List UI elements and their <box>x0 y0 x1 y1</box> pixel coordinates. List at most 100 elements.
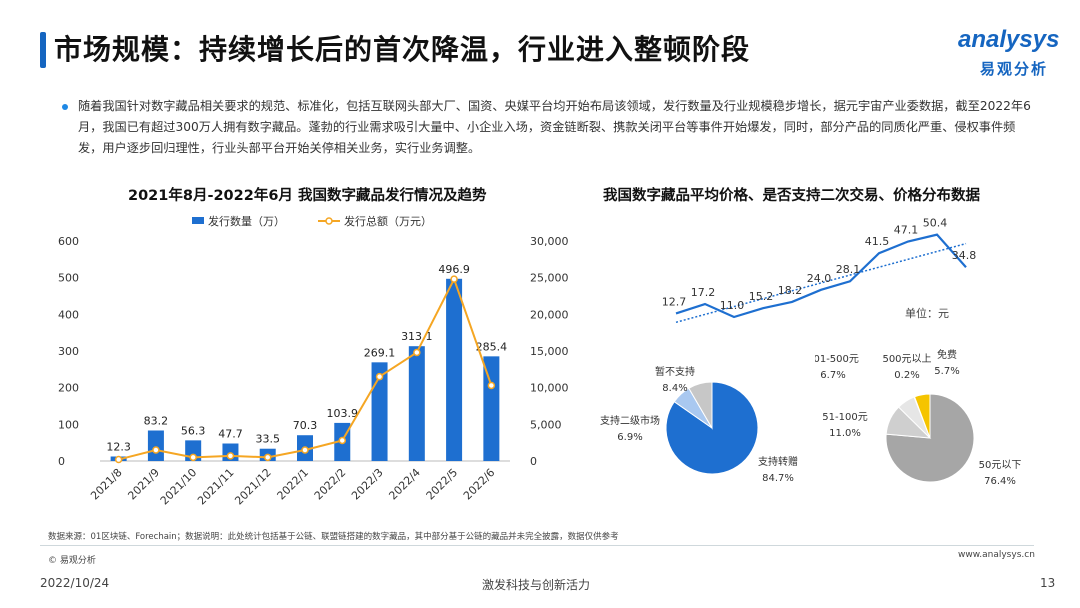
x-tick-label: 2021/11 <box>195 466 237 508</box>
legend-swatch-bars <box>192 217 204 224</box>
pie-slice-percent: 84.7% <box>762 473 794 484</box>
x-tick-label: 2022/6 <box>461 466 498 503</box>
price-data-label: 41.5 <box>865 235 890 248</box>
bar <box>371 362 388 461</box>
y-right-tick-label: 25,000 <box>530 272 569 285</box>
price-data-label: 18.2 <box>778 284 803 297</box>
y-right-tick-label: 10,000 <box>530 382 569 395</box>
logo-wordmark: analysys <box>958 26 1060 53</box>
bar-data-label: 103.9 <box>327 407 359 420</box>
pie-slice-percent: 0.2% <box>894 370 919 381</box>
title-accent-bar <box>40 32 46 68</box>
bar-data-label: 285.4 <box>476 340 508 353</box>
x-tick-label: 2021/9 <box>125 466 162 503</box>
chart-legend: 发行数量（万） 发行总额（万元） <box>192 214 432 228</box>
x-tick-label: 2022/2 <box>312 466 349 503</box>
secondary-trade-pie-chart: 支持转赠 84.7% 支持二级市场 6.9% 暂不支持 8.4% <box>600 365 798 484</box>
bar-data-label: 47.7 <box>218 428 243 441</box>
y-left-tick-label: 300 <box>58 345 79 358</box>
line-point <box>450 275 458 283</box>
line-point <box>152 446 160 454</box>
pie-slice-label: 500元以上 <box>882 353 931 365</box>
y-left-tick-label: 100 <box>58 418 79 431</box>
price-data-label: 15.2 <box>749 290 774 303</box>
copyright: © 易观分析 <box>48 556 96 566</box>
bar-data-label: 496.9 <box>438 263 470 276</box>
line-point <box>263 453 272 462</box>
pie-slice-percent: 6.9% <box>617 432 642 443</box>
page-title: 市场规模：持续增长后的首次降温，行业进入整顿阶段 <box>54 33 751 66</box>
line-point <box>226 452 235 460</box>
price-data-label: 34.8 <box>952 249 977 262</box>
line-point <box>413 348 421 357</box>
pie-slice-label: 支持二级市场 <box>600 414 660 427</box>
y-right-tick-label: 30,000 <box>530 235 569 248</box>
line-point <box>114 455 123 464</box>
price-distribution-pie-chart: 50元以下 76.4% 51-100元 11.0% 101-500元 6.7% 500元以上… <box>815 348 1021 487</box>
bar-data-label: 33.5 <box>255 433 280 446</box>
price-data-label: 17.2 <box>691 286 716 299</box>
bar-data-label: 83.2 <box>144 414 169 427</box>
issuance-combo-chart: 发行数量（万） 发行总额（万元） 0 100 200 300 400 500 600 0 5,000… <box>58 214 569 508</box>
page-number: 13 <box>1040 576 1056 590</box>
y-left-tick-label: 600 <box>58 235 79 248</box>
x-tick-label: 2022/5 <box>424 466 461 503</box>
price-data-label: 28.1 <box>836 263 861 276</box>
pie-slice-label: 暂不支持 <box>655 365 695 378</box>
data-source-note: 数据来源：01区块链、Forechain；数据说明：此处统计包括基于公链、联盟链… <box>48 532 619 542</box>
line-point <box>487 381 496 390</box>
bar <box>147 430 164 461</box>
pie-slice-percent: 11.0% <box>829 428 861 439</box>
right-chart-title: 我国数字藏品平均价格、是否支持二次交易、价格分布数据 <box>603 188 980 204</box>
price-data-label: 47.1 <box>894 224 919 237</box>
price-unit-label: 单位：元 <box>905 307 949 320</box>
y-left-tick-label: 0 <box>58 455 65 468</box>
bar <box>408 346 425 461</box>
logo-chinese: 易观分析 <box>980 60 1049 78</box>
y-right-tick-label: 5,000 <box>530 418 562 431</box>
price-data-label: 50.4 <box>923 217 948 230</box>
pie-slice-label: 51-100元 <box>822 412 867 423</box>
bar-data-label: 70.3 <box>293 419 318 432</box>
line-point <box>189 453 197 462</box>
legend-label-bars: 发行数量（万） <box>208 214 285 228</box>
legend-marker <box>325 217 333 225</box>
total-amount-line <box>118 276 493 461</box>
line-point <box>301 446 309 454</box>
bar <box>446 278 463 461</box>
pie-slice-percent: 76.4% <box>984 476 1016 487</box>
avg-price-line <box>675 233 967 319</box>
y-left-tick-label: 200 <box>58 382 79 395</box>
y-left-tick-label: 500 <box>58 272 79 285</box>
x-tick-label: 2021/8 <box>88 466 125 503</box>
pie-slice <box>913 393 931 439</box>
bar-data-label: 56.3 <box>181 424 206 437</box>
pie-slice-percent: 6.7% <box>820 370 845 381</box>
line-point <box>375 372 384 381</box>
left-chart-title: 2021年8月-2022年6月 我国数字藏品发行情况及趋势 <box>128 188 487 204</box>
footer-slogan: 激发科技与创新活力 <box>482 578 591 592</box>
report-date: 2022/10/24 <box>40 576 110 590</box>
x-tick-label: 2021/10 <box>158 466 200 508</box>
price-data-label: 12.7 <box>662 295 687 308</box>
pie-slice-percent: 5.7% <box>934 366 959 377</box>
price-data-label: 24.0 <box>807 272 832 285</box>
x-tick-label: 2022/3 <box>349 466 386 503</box>
intro-paragraph: 随着我国针对数字藏品相关要求的规范、标准化，包括互联网头部大厂、国资、央媒平台均… <box>78 99 1031 155</box>
x-tick-label: 2022/4 <box>386 466 423 503</box>
price-data-label: 11.0 <box>720 299 745 312</box>
bar-data-label: 269.1 <box>364 346 396 359</box>
bar <box>483 356 500 461</box>
bullet-icon <box>62 104 68 110</box>
x-tick-label: 2022/1 <box>275 466 312 503</box>
y-right-tick-label: 20,000 <box>530 308 569 321</box>
pie-slice-percent: 8.4% <box>662 383 687 394</box>
pie-slice <box>688 381 713 430</box>
pie-slice-label: 免费 <box>937 348 957 361</box>
avg-price-line-chart: 12.7 17.2 11.0 15.2 18.2 24.0 28.1 41.5 47.1 50.4… <box>662 217 977 324</box>
bar-data-label: 313.1 <box>401 330 433 343</box>
pie-slice-label: 101-500元 <box>815 354 859 365</box>
y-right-tick-label: 0 <box>530 455 537 468</box>
x-tick-label: 2021/12 <box>232 466 274 508</box>
website-link[interactable]: www.analysys.cn <box>958 550 1035 560</box>
